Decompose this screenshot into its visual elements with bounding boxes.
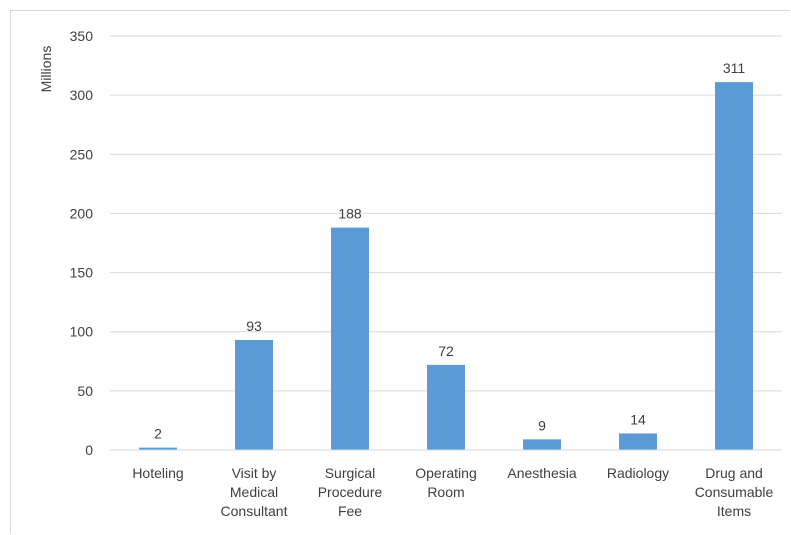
bars [139, 82, 753, 450]
bar [523, 439, 561, 450]
y-tick-label: 200 [70, 205, 94, 221]
y-tick-label: 300 [70, 87, 94, 103]
data-label: 9 [538, 417, 546, 433]
y-axis-title: Millions [38, 46, 54, 93]
y-tick-label: 50 [77, 383, 93, 399]
data-label: 188 [338, 206, 362, 222]
y-tick-label: 150 [70, 265, 94, 281]
y-tick-label: 100 [70, 324, 94, 340]
y-axis-ticks: 0 50 100 150 200 250 300 350 [70, 28, 94, 458]
x-category-label: Drug and Consumable Items [695, 465, 774, 519]
x-category-label: Hoteling [132, 465, 183, 481]
x-category-label: Operating Room [415, 465, 476, 500]
bar [619, 433, 657, 450]
gridlines [110, 36, 782, 391]
data-label: 14 [630, 411, 646, 427]
data-label: 2 [154, 426, 162, 442]
data-label: 72 [438, 343, 454, 359]
y-tick-label: 0 [85, 442, 93, 458]
x-axis-categories: Hoteling Visit by Medical Consultant Surgica… [132, 465, 773, 519]
bar [715, 82, 753, 450]
x-category-label: Visit by Medical Consultant [221, 465, 288, 519]
x-category-label: Anesthesia [507, 465, 576, 481]
x-category-label: Surgical Procedure Fee [318, 465, 383, 519]
y-tick-label: 350 [70, 28, 94, 44]
data-label: 311 [723, 60, 746, 76]
data-label: 93 [246, 318, 262, 334]
bar [235, 340, 273, 450]
bar [331, 228, 369, 450]
y-tick-label: 250 [70, 146, 94, 162]
bar [427, 365, 465, 450]
x-category-label: Radiology [607, 465, 669, 481]
